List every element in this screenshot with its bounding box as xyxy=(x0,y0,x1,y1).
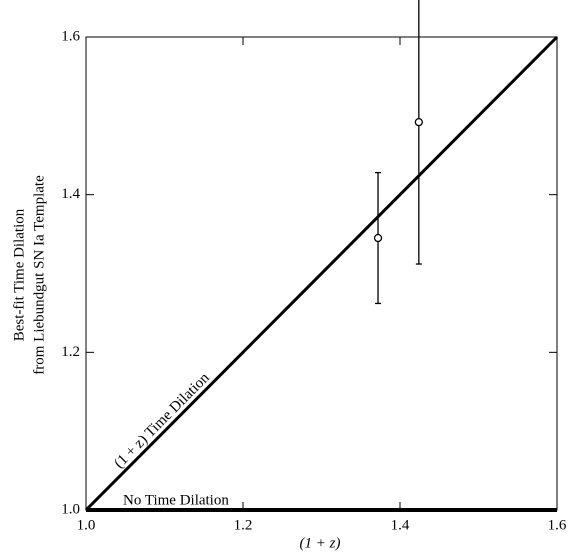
line-label: (1 + z) Time Dilation xyxy=(111,370,213,472)
line-label: No Time Dilation xyxy=(123,492,229,508)
y-tick-label: 1.4 xyxy=(61,186,80,202)
y-axis-label: Best-fit Time Dilation xyxy=(11,208,27,341)
data-point xyxy=(373,233,383,243)
x-tick-label: 1.0 xyxy=(77,517,96,533)
x-axis-label: (1 + z) xyxy=(300,535,341,551)
x-tick-label: 1.6 xyxy=(548,517,567,533)
model-line xyxy=(84,35,559,512)
y-axis-label: from Liebundgut SN Ia Template xyxy=(31,175,47,375)
x-tick-label: 1.4 xyxy=(391,517,410,533)
y-tick-label: 1.2 xyxy=(61,344,80,360)
x-tick-label: 1.2 xyxy=(234,517,253,533)
data-point xyxy=(414,117,423,127)
y-tick-label: 1.0 xyxy=(61,501,80,517)
y-tick-label: 1.6 xyxy=(61,28,80,44)
